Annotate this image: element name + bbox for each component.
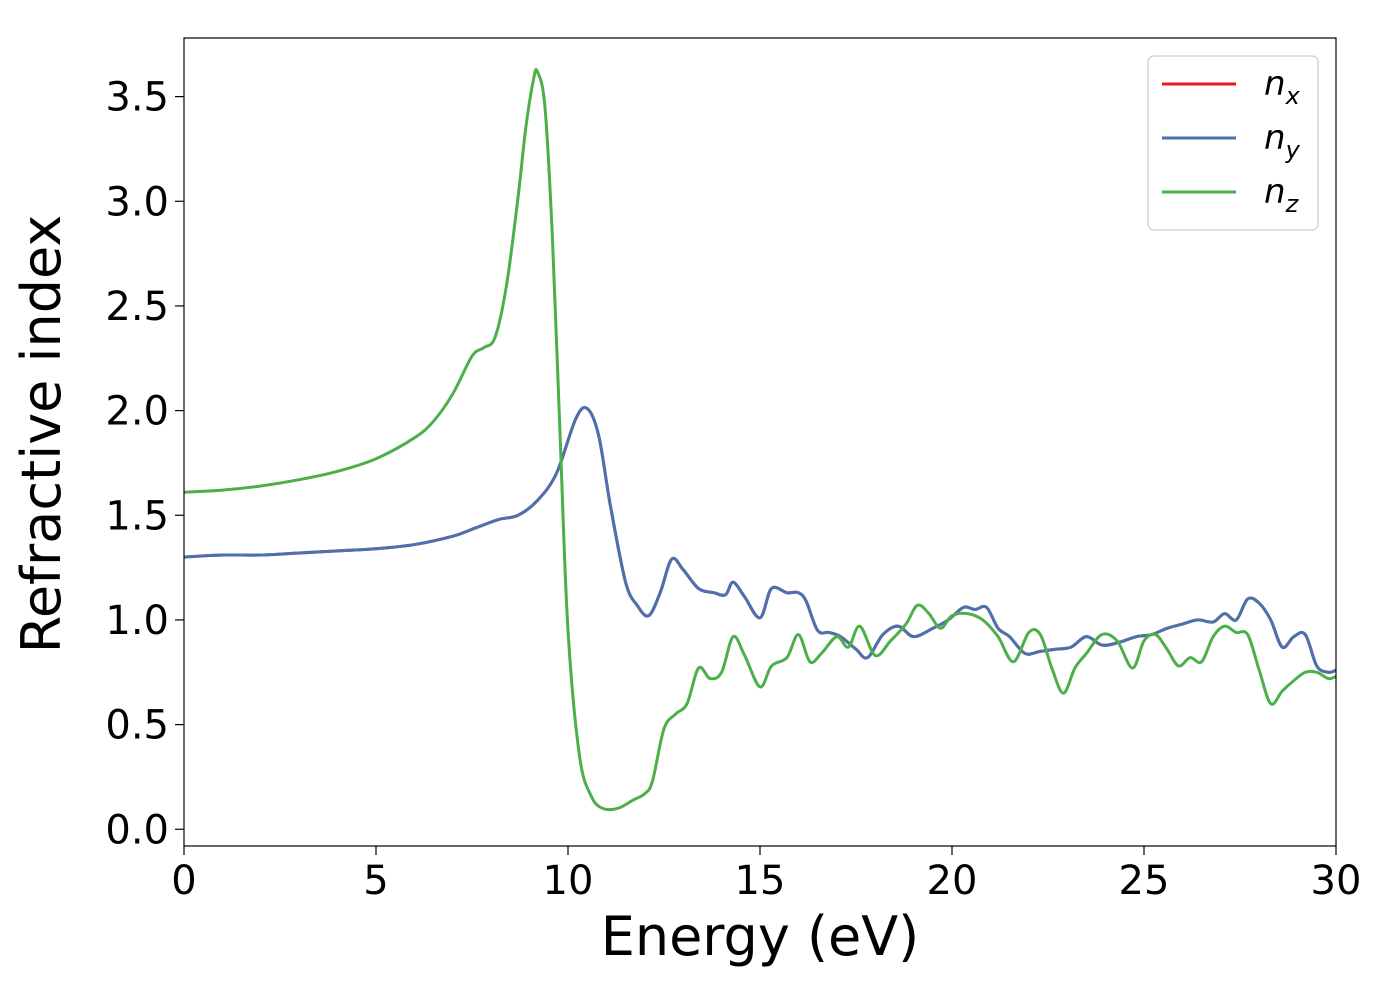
legend-box: [1147, 55, 1319, 231]
legend-label-n-y: ny: [1264, 118, 1301, 164]
legend-label-n-x: nx: [1264, 64, 1301, 110]
y-tick-label: 3.5: [105, 75, 169, 121]
series-line-n-y: [184, 405, 1336, 674]
legend-label-n-z: nz: [1264, 172, 1300, 218]
series-line-n-z: [184, 68, 1336, 812]
x-axis-title: Energy (eV): [601, 905, 920, 968]
legend: nx ny nz: [1147, 55, 1319, 231]
plot-lines: [184, 68, 1336, 812]
y-tick-label: 3.0: [105, 179, 169, 225]
x-tick-label: 15: [735, 858, 786, 904]
y-tick-label: 1.5: [105, 493, 169, 539]
y-tick-label: 0.5: [105, 703, 169, 749]
x-tick-label: 30: [1311, 858, 1362, 904]
x-tick-label: 0: [171, 858, 196, 904]
y-tick-label: 0.0: [105, 807, 169, 853]
y-tick-label: 2.0: [105, 389, 169, 435]
y-tick-label: 1.0: [105, 598, 169, 644]
x-tick-label: 20: [927, 858, 978, 904]
x-tick-label: 25: [1119, 858, 1170, 904]
x-tick-label: 5: [363, 858, 388, 904]
x-tick-label: 10: [543, 858, 594, 904]
y-tick-label: 2.5: [105, 284, 169, 330]
x-axis-ticks: 0 5 10 15 20 25 30: [171, 846, 1361, 904]
y-axis-title: Refractive index: [10, 215, 73, 654]
y-axis-ticks: 0.0 0.5 1.0 1.5 2.0 2.5 3.0 3.5: [105, 75, 184, 853]
